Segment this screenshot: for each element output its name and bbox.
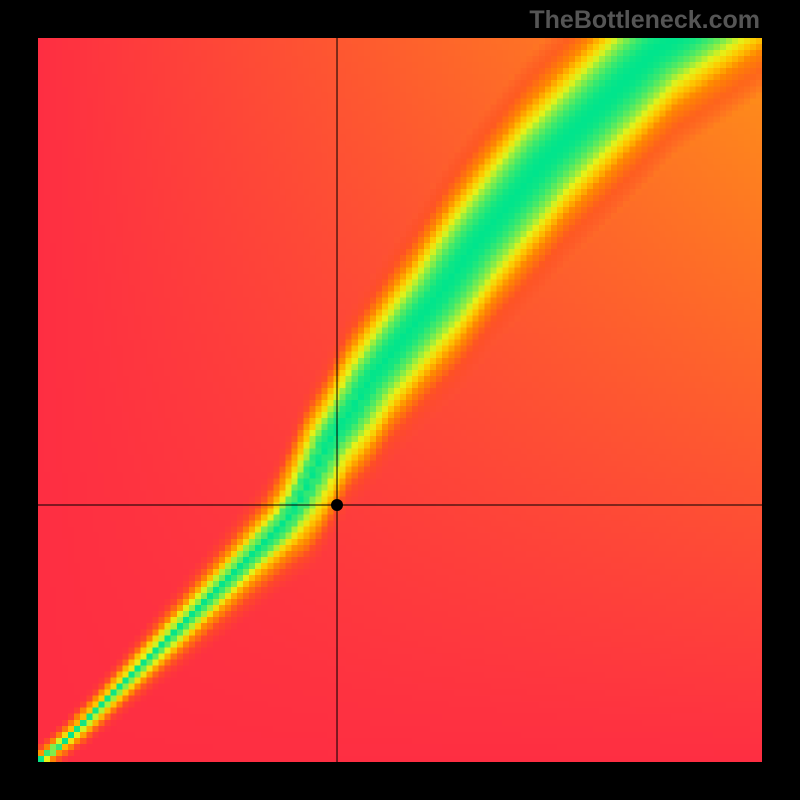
crosshair-overlay: [38, 38, 762, 762]
data-point: [331, 499, 343, 511]
watermark-text: TheBottleneck.com: [529, 6, 760, 35]
chart-container: TheBottleneck.com: [0, 0, 800, 800]
